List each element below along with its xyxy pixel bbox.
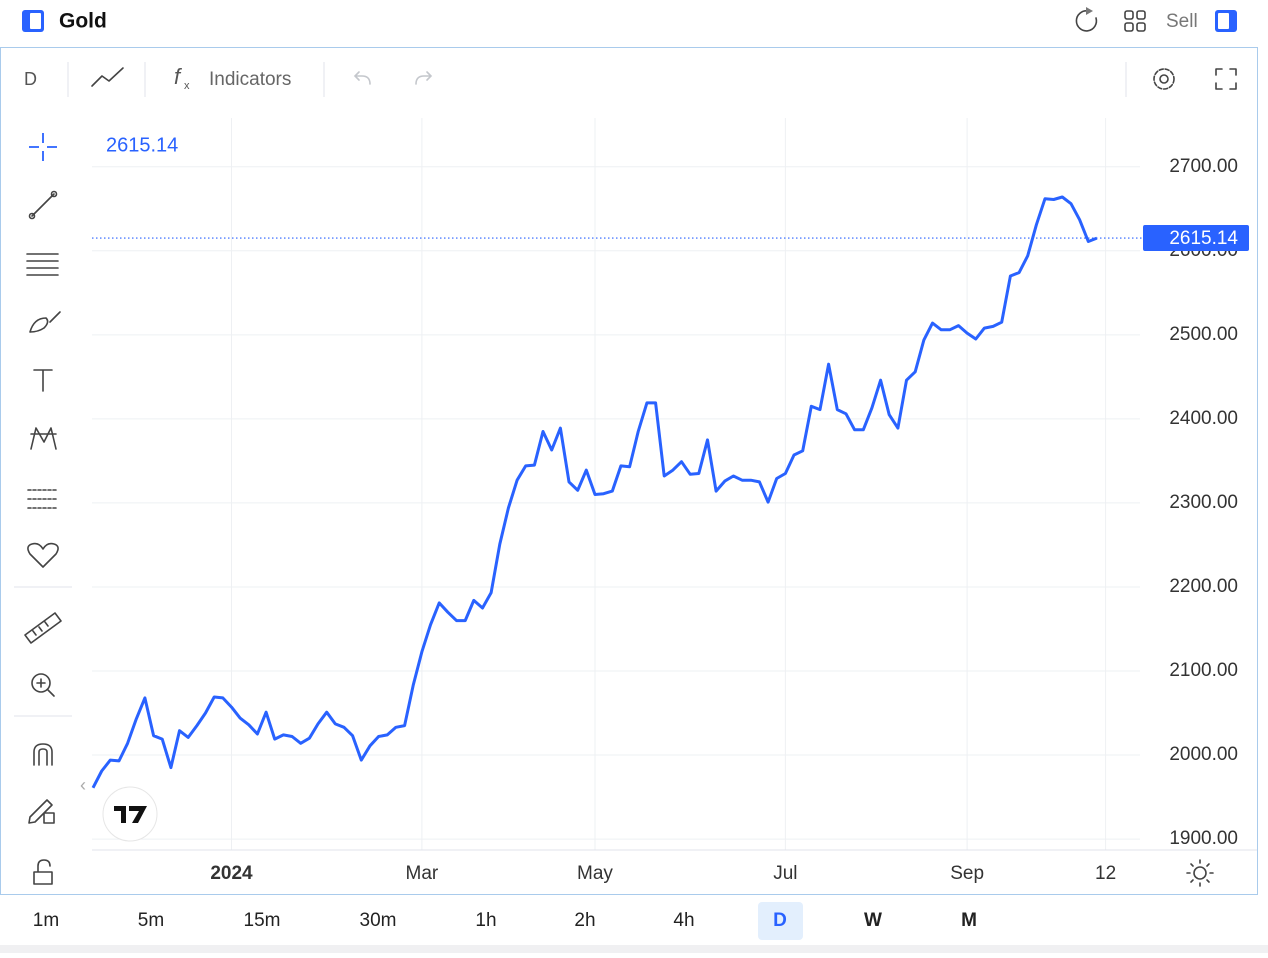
text-tool[interactable]: [33, 369, 53, 392]
magnet-tool[interactable]: [33, 743, 53, 766]
y-tick-label: 2000.00: [1169, 744, 1238, 765]
trend-line-tool[interactable]: [28, 190, 58, 220]
chart-frame: [0, 47, 1258, 895]
y-tick-label: 2300.00: [1169, 492, 1238, 513]
ruler-tool[interactable]: [24, 612, 62, 644]
symbol-title: Gold: [59, 10, 107, 33]
layout-button[interactable]: [1124, 10, 1146, 32]
pattern-tool[interactable]: [30, 427, 57, 450]
timeframe-button[interactable]: M: [961, 910, 977, 931]
legend-price: 2615.14: [106, 134, 178, 156]
y-tick-label: 2700.00: [1169, 156, 1238, 177]
chart-type-button[interactable]: [91, 67, 124, 87]
y-tick-label: 2400.00: [1169, 408, 1238, 429]
prediction-tool[interactable]: [27, 489, 58, 509]
x-tick-label: Jul: [773, 863, 797, 884]
refresh-button[interactable]: [1075, 7, 1098, 32]
zoom-tool[interactable]: [31, 673, 55, 697]
tv-logo-mark: [114, 806, 147, 823]
settings-button[interactable]: [1153, 68, 1175, 90]
svg-text:x: x: [184, 80, 190, 92]
x-tick-label: May: [577, 863, 613, 884]
y-tick-label: 2200.00: [1169, 576, 1238, 597]
y-tick-label: 2100.00: [1169, 660, 1238, 681]
timeframe-button[interactable]: 1h: [475, 910, 496, 931]
y-tick-label: 2500.00: [1169, 324, 1238, 345]
price-line: [91, 195, 1098, 789]
x-tick-label: Sep: [950, 863, 984, 884]
timeframe-button[interactable]: D: [773, 910, 787, 931]
tv-logo[interactable]: [102, 786, 158, 842]
undo-button[interactable]: [353, 71, 371, 85]
favorites-tool[interactable]: [27, 542, 59, 568]
timeframe-button[interactable]: W: [864, 910, 882, 931]
scroll-left[interactable]: ‹: [80, 775, 86, 795]
redo-button[interactable]: [415, 71, 433, 85]
sell-button[interactable]: Sell: [1166, 11, 1198, 32]
timeframe-button[interactable]: 15m: [244, 910, 281, 931]
timeframe-button[interactable]: 4h: [673, 910, 694, 931]
lock-tool[interactable]: [33, 859, 53, 885]
x-tick-label: Mar: [406, 863, 439, 884]
side-panel-toggle[interactable]: [1215, 10, 1237, 32]
theme-button[interactable]: [1186, 859, 1214, 887]
plot-area: 2024 Mar May Jul Sep 12 1900.00 2000.00 2100.00 2…: [91, 118, 1257, 884]
brush-tool[interactable]: [29, 311, 61, 333]
timeframe-button[interactable]: 2h: [574, 910, 595, 931]
y-tick-label: 1900.00: [1169, 828, 1238, 849]
last-price-label: 2615.14: [1169, 228, 1238, 249]
fib-tool[interactable]: [26, 253, 59, 276]
interval-button[interactable]: D: [24, 69, 37, 89]
last-price-tag: [1143, 225, 1249, 252]
x-tick-label: 2024: [210, 863, 253, 884]
svg-text:f: f: [174, 64, 183, 89]
indicators-button[interactable]: f x Indicators: [174, 64, 291, 92]
active-timeframe-bg: [758, 902, 803, 940]
timeframe-button[interactable]: 1m: [33, 910, 59, 931]
crosshair-tool[interactable]: [29, 133, 57, 161]
fullscreen-button[interactable]: [1215, 68, 1237, 90]
indicators-label: Indicators: [209, 69, 291, 90]
timeframe-button[interactable]: 5m: [138, 910, 164, 931]
lock-drawings-tool[interactable]: [28, 799, 55, 824]
panel-toggle[interactable]: [22, 10, 44, 32]
timeframe-button[interactable]: 30m: [360, 910, 397, 931]
x-tick-label: 12: [1095, 863, 1116, 884]
bottom-band: [0, 945, 1268, 953]
